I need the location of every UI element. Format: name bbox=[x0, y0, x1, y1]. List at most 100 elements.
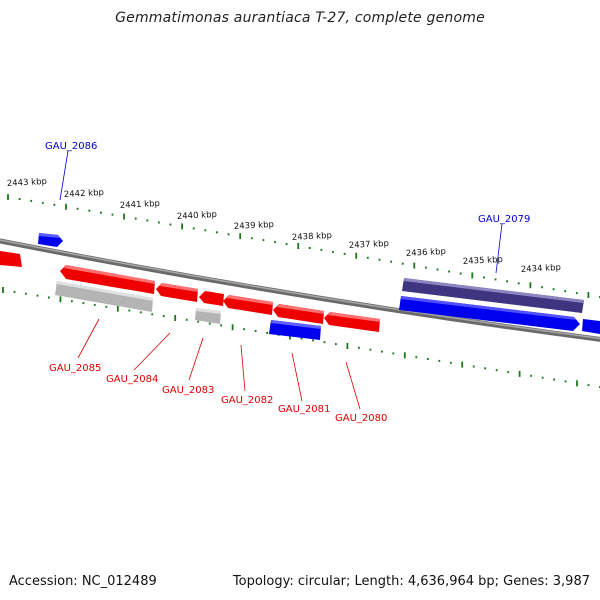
gene-body bbox=[60, 265, 155, 294]
gene-arrow-gau-2081[interactable] bbox=[223, 295, 273, 315]
minor-tick bbox=[366, 256, 369, 259]
major-tick bbox=[7, 194, 9, 200]
minor-tick bbox=[553, 378, 555, 381]
minor-tick bbox=[134, 217, 137, 220]
label-leaders bbox=[59, 150, 503, 410]
gene-body bbox=[399, 296, 580, 331]
major-tick bbox=[576, 380, 578, 387]
gene-sheen bbox=[57, 281, 153, 301]
gene-bar-gau-2079[interactable] bbox=[402, 278, 584, 313]
minor-tick bbox=[378, 258, 381, 261]
gene-body bbox=[324, 312, 380, 332]
minor-tick bbox=[158, 221, 160, 224]
minor-tick bbox=[343, 252, 346, 255]
minor-tick bbox=[25, 292, 27, 295]
minor-tick bbox=[146, 219, 149, 222]
minor-tick bbox=[381, 350, 383, 353]
minor-tick bbox=[369, 348, 372, 351]
minor-tick bbox=[204, 229, 207, 232]
scale-label: 2436 kbp bbox=[406, 247, 447, 259]
minor-tick bbox=[111, 213, 114, 216]
gene-bar-grey-small[interactable] bbox=[195, 308, 221, 324]
gene-arrow-gau-2082[interactable] bbox=[199, 291, 224, 306]
minor-tick bbox=[335, 343, 337, 346]
major-tick bbox=[297, 243, 300, 249]
minor-tick bbox=[208, 322, 211, 325]
major-tick bbox=[413, 262, 416, 269]
minor-tick bbox=[308, 247, 311, 249]
minor-tick bbox=[483, 276, 485, 279]
minor-tick bbox=[449, 361, 452, 364]
minor-tick bbox=[392, 352, 395, 355]
gene-label-gau-2083[interactable]: GAU_2083 bbox=[162, 385, 214, 396]
gene-arrow-gau-2084[interactable] bbox=[60, 265, 155, 294]
minor-tick bbox=[320, 248, 323, 251]
minor-tick bbox=[82, 302, 85, 305]
accession-label: Accession: NC_012489 bbox=[9, 574, 157, 589]
major-tick bbox=[174, 315, 177, 321]
minor-tick bbox=[151, 313, 154, 316]
minor-tick bbox=[552, 288, 555, 291]
gene-label-gau-2079[interactable]: GAU_2079 bbox=[478, 214, 530, 225]
minor-tick bbox=[53, 203, 56, 206]
minor-tick bbox=[18, 198, 21, 200]
minor-tick bbox=[71, 300, 73, 303]
minor-tick bbox=[93, 303, 96, 306]
minor-tick bbox=[507, 371, 510, 374]
genome-info: Topology: circular; Length: 4,636,964 bp… bbox=[232, 574, 590, 589]
leader-gau-2081 bbox=[291, 352, 303, 402]
minor-tick bbox=[517, 282, 520, 285]
gene-label-gau-2084[interactable]: GAU_2084 bbox=[106, 374, 158, 385]
gene-arrow-gau-2080[interactable] bbox=[324, 312, 380, 332]
gene-arrow-reverse-edge[interactable] bbox=[0, 251, 22, 267]
gene-sheen bbox=[277, 304, 324, 314]
gene-bar-gau-2085[interactable] bbox=[55, 281, 153, 312]
scale-label: 2441 kbp bbox=[120, 199, 161, 211]
major-tick bbox=[346, 343, 349, 349]
minor-tick bbox=[564, 290, 567, 293]
minor-tick bbox=[48, 296, 50, 299]
gene-arrow-gau-2081b[interactable] bbox=[273, 304, 324, 324]
minor-tick bbox=[506, 280, 508, 283]
minor-tick bbox=[541, 286, 543, 289]
minor-tick bbox=[312, 339, 314, 342]
gene-label-gau-2085[interactable]: GAU_2085 bbox=[49, 363, 101, 374]
backbone-highlight bbox=[0, 239, 600, 340]
minor-tick bbox=[41, 201, 44, 204]
gene-arrow-gau-2086[interactable] bbox=[38, 233, 63, 247]
minor-tick bbox=[220, 324, 222, 327]
gene-arrow-forward-edge[interactable] bbox=[582, 319, 600, 334]
gene-body bbox=[582, 319, 600, 334]
scale-label: 2440 kbp bbox=[177, 210, 218, 222]
minor-tick bbox=[401, 262, 404, 265]
minor-tick bbox=[438, 359, 441, 362]
gene-arrow-gau-2083[interactable] bbox=[156, 283, 198, 302]
gene-arrow-forward-large[interactable] bbox=[399, 296, 580, 331]
gene-body bbox=[199, 291, 224, 306]
outer-scale-ticks bbox=[7, 194, 600, 298]
gene-label-gau-2086[interactable]: GAU_2086 bbox=[45, 141, 97, 152]
leader-gau-2084 bbox=[133, 332, 171, 371]
major-tick bbox=[59, 296, 62, 303]
minor-tick bbox=[415, 356, 418, 359]
minor-tick bbox=[358, 346, 360, 349]
minor-tick bbox=[459, 272, 462, 275]
gene-label-gau-2081[interactable]: GAU_2081 bbox=[278, 404, 330, 415]
major-tick bbox=[239, 233, 242, 240]
genome-backbone bbox=[0, 238, 600, 342]
major-tick bbox=[529, 282, 532, 289]
minor-tick bbox=[575, 292, 578, 295]
leader-gau-2079 bbox=[495, 223, 503, 274]
gene-label-gau-2080[interactable]: GAU_2080 bbox=[335, 413, 387, 424]
minor-tick bbox=[472, 365, 475, 368]
major-tick bbox=[403, 352, 406, 359]
gene-body bbox=[223, 295, 273, 315]
major-tick bbox=[65, 203, 67, 210]
minor-tick bbox=[36, 294, 39, 297]
gene-sheen bbox=[227, 295, 273, 305]
gene-label-gau-2082[interactable]: GAU_2082 bbox=[221, 395, 273, 406]
forward-strand-genes bbox=[38, 233, 600, 340]
minor-tick bbox=[100, 211, 102, 214]
gene-bar-forward-small[interactable] bbox=[269, 320, 321, 340]
